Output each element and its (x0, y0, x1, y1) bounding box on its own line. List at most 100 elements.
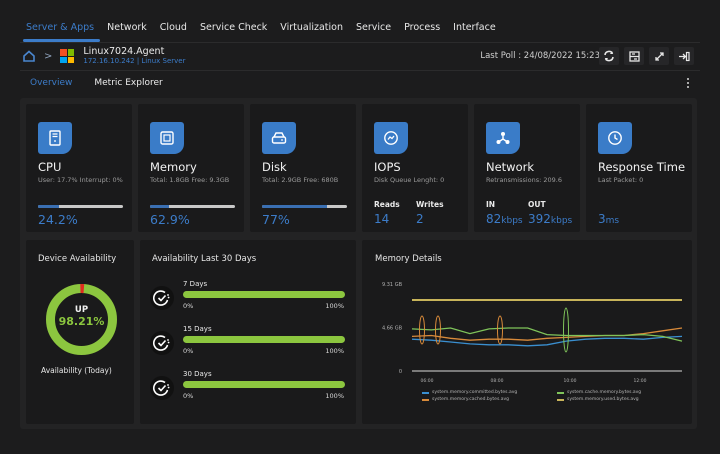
network-desc: Retransmissions: 209.6 (486, 176, 562, 184)
legend-swatch (557, 398, 564, 401)
availability-today-label: Availability (Today) (41, 366, 112, 375)
availability-max: 100% (325, 392, 344, 400)
breadcrumb: > Linux7024.Agent 172.16.10.242 | Linux … (22, 45, 185, 67)
availability-max: 100% (325, 302, 344, 310)
last-poll-label: Last Poll : (480, 51, 522, 61)
check-clock-icon (150, 331, 174, 355)
legend-swatch (557, 391, 564, 394)
cpu-value: 24.2% (38, 212, 78, 227)
legend-item[interactable]: system.cache.memory.bytes.avg (557, 390, 692, 395)
memory-line-chart[interactable]: 0 4.66 GB 9.31 GB 06:00 08:00 10:00 12:00 (372, 270, 692, 390)
exit-icon (679, 51, 690, 61)
legend-item[interactable]: system.memory.committed.bytes.avg (422, 390, 557, 395)
home-icon[interactable] (22, 49, 36, 63)
iops-icon (374, 122, 408, 154)
tab-service[interactable]: Service (355, 22, 392, 33)
reads-value: 14 (374, 212, 390, 226)
tab-service-check[interactable]: Service Check (199, 22, 268, 33)
network-card[interactable]: Network Retransmissions: 209.6 IN OUT 82… (474, 104, 580, 232)
last-poll: Last Poll : 24/08/2022 15:23 (480, 51, 600, 61)
response-number: 3 (598, 212, 606, 226)
memory-value: 62.9% (150, 212, 190, 227)
tab-cloud[interactable]: Cloud (159, 22, 187, 33)
network-icon (486, 122, 520, 154)
memory-desc: Total: 1.8GB Free: 9.3GB (150, 176, 230, 184)
memory-progress-bar (150, 205, 235, 208)
availability-bar (183, 381, 345, 388)
chart-legend: system.memory.committed.bytes.avg system.… (422, 390, 692, 402)
refresh-icon (604, 50, 614, 62)
svg-text:08:00: 08:00 (491, 378, 504, 384)
legend-item[interactable]: system.memory.cached.bytes.avg (422, 397, 557, 402)
memory-icon (150, 122, 184, 154)
availability-bar (183, 291, 345, 298)
writes-label: Writes (416, 200, 444, 209)
out-value: 392kbps (528, 212, 572, 226)
agent-name: Linux7024.Agent (83, 46, 165, 57)
expand-button[interactable] (649, 47, 669, 65)
availability-bar (183, 336, 345, 343)
disk-card[interactable]: Disk Total: 2.9GB Free: 680B 77% (250, 104, 356, 232)
tab-overview[interactable]: Overview (22, 74, 80, 101)
availability-30-days-title: Availability Last 30 Days (152, 254, 257, 264)
legend-item[interactable]: system.memory.used.bytes.avg (557, 397, 692, 402)
legend-label: system.memory.used.bytes.avg (567, 397, 639, 402)
availability-row-7: 7 Days 0% 100% (150, 280, 350, 316)
divider (20, 70, 700, 71)
svg-text:4.66 GB: 4.66 GB (382, 326, 403, 332)
iops-desc: Disk Queue Lenght: 0 (374, 176, 445, 184)
cpu-card[interactable]: CPU User: 17.7% Interrupt: 0% 24.2% (26, 104, 132, 232)
dashboard-button[interactable] (624, 47, 644, 65)
check-clock-icon (150, 286, 174, 310)
more-options-icon[interactable] (686, 78, 690, 92)
exit-button[interactable] (674, 47, 694, 65)
response-time-desc: Last Packet: 0 (598, 176, 644, 184)
tab-process[interactable]: Process (404, 22, 441, 33)
availability-min: 0% (183, 347, 194, 355)
iops-card[interactable]: IOPS Disk Queue Lenght: 0 Reads Writes 1… (362, 104, 468, 232)
availability-donut: UP 98.21% (44, 282, 119, 357)
legend-label: system.cache.memory.bytes.avg (567, 390, 642, 395)
tab-virtualization[interactable]: Virtualization (280, 22, 343, 33)
availability-label: 15 Days (183, 325, 212, 333)
cpu-progress-bar (38, 205, 123, 208)
in-value: 82kbps (486, 212, 523, 226)
cpu-title: CPU (38, 160, 62, 174)
response-time-value: 3ms (598, 212, 619, 226)
disk-title: Disk (262, 160, 287, 174)
availability-label: 30 Days (183, 370, 212, 378)
availability-max: 100% (325, 347, 344, 355)
cpu-icon (38, 122, 72, 154)
disk-icon (262, 122, 296, 154)
response-unit: ms (605, 216, 620, 226)
svg-text:06:00: 06:00 (421, 378, 434, 384)
memory-details-title: Memory Details (375, 254, 442, 264)
legend-label: system.memory.committed.bytes.avg (432, 390, 518, 395)
refresh-button[interactable] (599, 47, 619, 65)
out-unit: kbps (550, 216, 573, 226)
out-number: 392 (528, 212, 551, 226)
in-label: IN (486, 200, 496, 209)
tab-metric-explorer[interactable]: Metric Explorer (94, 78, 163, 88)
response-time-card[interactable]: Response Time Last Packet: 0 3ms (586, 104, 692, 232)
availability-min: 0% (183, 392, 194, 400)
status-up: UP (74, 305, 89, 315)
tab-server-apps[interactable]: Server & Apps (20, 16, 101, 42)
tab-network[interactable]: Network (107, 22, 147, 33)
top-nav: Server & Apps Network Cloud Service Chec… (20, 16, 503, 42)
availability-percent: 98.21% (58, 315, 105, 328)
availability-row-30: 30 Days 0% 100% (150, 370, 350, 406)
sub-tabs: Overview Metric Explorer (22, 74, 177, 101)
expand-icon (654, 51, 664, 61)
network-title: Network (486, 160, 535, 174)
availability-label: 7 Days (183, 280, 208, 288)
memory-card[interactable]: Memory Total: 1.8GB Free: 9.3GB 62.9% (138, 104, 244, 232)
clock-icon (598, 122, 632, 154)
legend-swatch (422, 398, 429, 401)
in-number: 82 (486, 212, 502, 226)
cpu-desc: User: 17.7% Interrupt: 0% (38, 176, 123, 184)
tab-interface[interactable]: Interface (453, 22, 496, 33)
availability-min: 0% (183, 302, 194, 310)
divider (20, 42, 700, 43)
memory-details-card: Memory Details 0 4.66 GB 9.31 GB 06:00 08:00… (362, 240, 692, 424)
